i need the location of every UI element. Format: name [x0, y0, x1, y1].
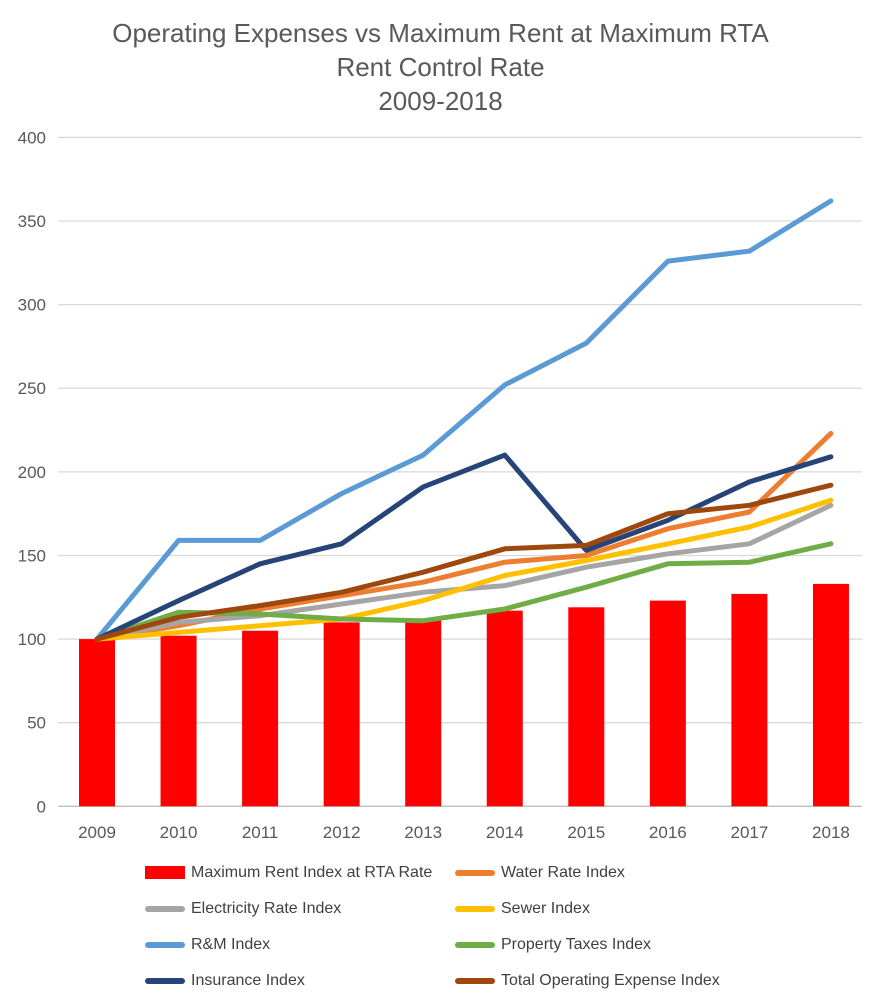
- x-axis-tick-label: 2011: [242, 823, 279, 842]
- x-axis-tick-label: 2014: [486, 823, 524, 842]
- legend-item: Sewer Index: [455, 897, 720, 920]
- bar-2015: [568, 607, 605, 807]
- x-axis-tick-label: 2013: [404, 823, 442, 842]
- legend-label: R&M Index: [191, 935, 271, 953]
- x-axis-tick-label: 2009: [78, 823, 116, 842]
- legend-label: Insurance Index: [191, 971, 305, 989]
- x-axis-tick-label: 2015: [567, 823, 605, 842]
- x-axis-tick-label: 2016: [649, 823, 687, 842]
- y-axis-tick-label: 250: [18, 379, 46, 398]
- bar-2014: [486, 610, 523, 807]
- x-axis-tick-label: 2017: [730, 823, 768, 842]
- bar-2009: [79, 639, 115, 807]
- legend-line-swatch: [145, 977, 185, 984]
- x-axis-tick-label: 2012: [323, 823, 361, 842]
- bar-2012: [323, 622, 360, 807]
- line-series: [94, 430, 834, 642]
- y-axis-tick-label: 100: [18, 630, 46, 649]
- legend-label: Property Taxes Index: [501, 935, 652, 953]
- bar-2018: [812, 583, 849, 807]
- bar-2010: [160, 635, 197, 807]
- bar-2017: [731, 593, 768, 807]
- legend-item: Electricity Rate Index: [145, 897, 455, 920]
- legend-label: Sewer Index: [501, 899, 590, 917]
- legend-label: Water Rate Index: [501, 863, 625, 881]
- legend-item: Total Operating Expense Index: [455, 969, 720, 992]
- bar-2016: [649, 600, 686, 807]
- x-axis-tick-label: 2018: [812, 823, 850, 842]
- line-series: [94, 482, 834, 642]
- chart-title-line-1: Operating Expenses vs Maximum Rent at Ma…: [112, 18, 769, 48]
- line-series: [94, 452, 834, 642]
- legend-line-swatch: [455, 941, 495, 948]
- y-axis-tick-label: 400: [18, 128, 46, 147]
- legend-line-swatch: [455, 905, 495, 912]
- legend-label: Electricity Rate Index: [191, 899, 342, 917]
- legend-label: Total Operating Expense Index: [501, 971, 720, 989]
- y-axis-tick-label: 150: [18, 546, 46, 565]
- y-axis-tick-label: 0: [37, 797, 46, 816]
- legend: Maximum Rent Index at RTA Rate Water Rate…: [145, 861, 720, 992]
- legend-item: R&M Index: [145, 933, 455, 956]
- legend-line-swatch: [145, 941, 185, 948]
- legend-line-swatch: [145, 905, 185, 912]
- y-axis-tick-label: 50: [27, 714, 46, 733]
- legend-item: Maximum Rent Index at RTA Rate: [145, 861, 455, 884]
- legend-bar-swatch: [145, 866, 185, 879]
- line-series: [94, 198, 834, 642]
- legend-label: Maximum Rent Index at RTA Rate: [191, 863, 433, 881]
- chart-title: Operating Expenses vs Maximum Rent at Ma…: [0, 16, 881, 118]
- y-axis-tick-label: 350: [18, 212, 46, 231]
- legend-line-swatch: [455, 869, 495, 876]
- legend-item: Property Taxes Index: [455, 933, 720, 956]
- x-axis-tick-label: 2010: [160, 823, 198, 842]
- y-axis-tick-label: 200: [18, 463, 46, 482]
- legend-item: Water Rate Index: [455, 861, 720, 884]
- chart-title-line-3: 2009-2018: [378, 86, 503, 116]
- chart-title-line-2: Rent Control Rate: [336, 52, 545, 82]
- line-series: [94, 497, 834, 642]
- y-axis-tick-label: 300: [18, 296, 46, 315]
- legend-item: Insurance Index: [145, 969, 455, 992]
- bar-2013: [405, 619, 442, 807]
- bar-2011: [242, 630, 279, 807]
- legend-line-swatch: [455, 977, 495, 984]
